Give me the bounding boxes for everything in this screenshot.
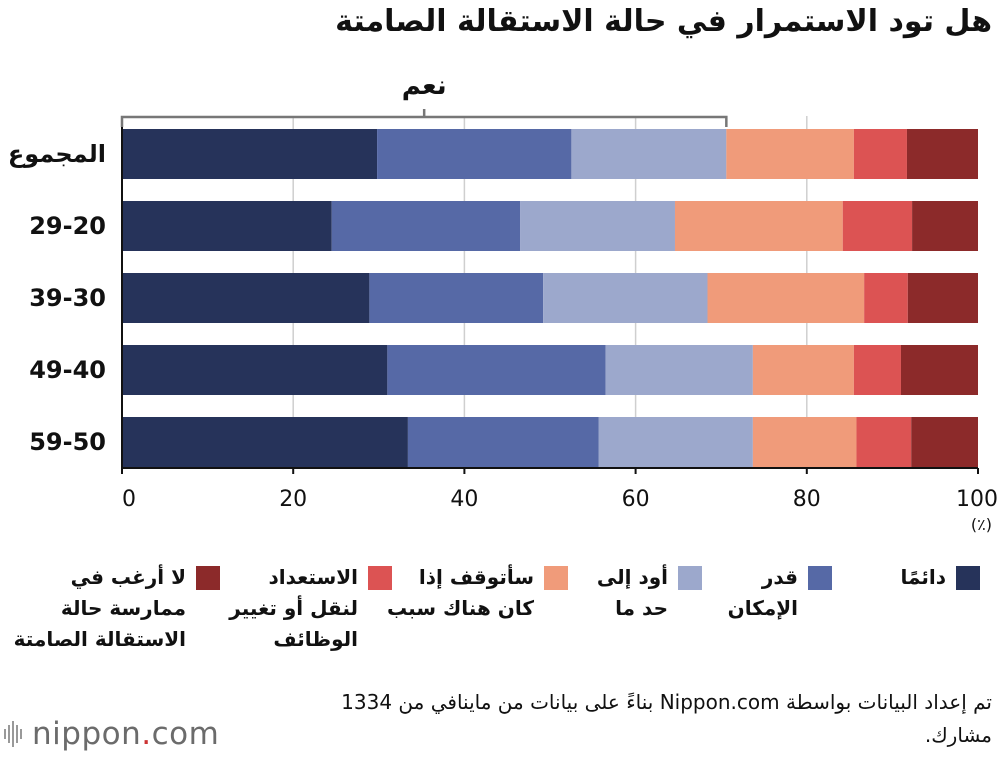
chart-title: هل تود الاستمرار في حالة الاستقالة الصام… (335, 4, 992, 39)
legend-swatch (808, 566, 832, 590)
legend-swatch (956, 566, 980, 590)
legend-label: الاستعداد لنقل أو تغيير الوظائف (229, 565, 358, 651)
logo-text: nippon.com (32, 716, 220, 752)
bar-segment (598, 417, 753, 467)
unit-label: (٪) (971, 515, 992, 534)
bar-segment (906, 129, 978, 179)
nippon-logo: nippon.com (4, 716, 219, 752)
bar-segment (407, 417, 599, 467)
x-tick-label: 100 (956, 487, 998, 512)
legend-label: قدر الإمكان (727, 565, 798, 620)
source-note: تم إعداد البيانات بواسطة Nippon.com بناء… (341, 690, 992, 747)
bar-segment (864, 273, 908, 323)
category-label: 39-30 (29, 284, 106, 312)
bar-segment (856, 417, 912, 467)
bar-segment (387, 345, 606, 395)
legend-item: لا أرغب في ممارسة حالة الاستقالة الصامتة (14, 562, 220, 655)
x-tick-label: 40 (450, 487, 478, 512)
legend-label: لا أرغب في ممارسة حالة الاستقالة الصامتة (13, 565, 186, 651)
bar-segment (853, 129, 907, 179)
bar-segment (726, 129, 854, 179)
bar-segment (842, 201, 913, 251)
bar-segment (122, 417, 408, 467)
bar-segment (707, 273, 865, 323)
bar-segment (543, 273, 708, 323)
legend-swatch (678, 566, 702, 590)
yes-bracket-label: نعم (402, 71, 447, 101)
bar-segment (911, 417, 978, 467)
x-tick-label: 0 (122, 487, 136, 512)
bar-segment (571, 129, 727, 179)
legend-label: دائمًا (900, 565, 946, 589)
x-tick-label: 60 (622, 487, 650, 512)
x-tick-label: 80 (793, 487, 821, 512)
bar-segment (122, 129, 378, 179)
bar-segment (605, 345, 753, 395)
legend-swatch (544, 566, 568, 590)
bar-segment (674, 201, 843, 251)
bar-segment (752, 417, 857, 467)
category-label: المجموع (8, 140, 106, 168)
category-label: 29-20 (29, 212, 106, 240)
legend-swatch (368, 566, 392, 590)
legend-item: الاستعداد لنقل أو تغيير الوظائف (229, 562, 392, 655)
bar-segment (752, 345, 854, 395)
bar-segment (853, 345, 901, 395)
bar-segment (122, 201, 332, 251)
legend-item: قدر الإمكان (728, 562, 832, 624)
legend-label: سأتوقف إذا كان هناك سبب (386, 565, 534, 620)
bar-segment (331, 201, 521, 251)
bar-segment (907, 273, 978, 323)
bar-segment (900, 345, 978, 395)
legend-swatch (196, 566, 220, 590)
bar-segment (912, 201, 978, 251)
legend-item: سأتوقف إذا كان هناك سبب (387, 562, 568, 624)
category-label: 49-40 (29, 356, 106, 384)
category-label: 59-50 (29, 428, 106, 456)
bar-segment (369, 273, 544, 323)
bar-segment (122, 273, 370, 323)
logo-mark-icon (4, 721, 24, 747)
legend-label: أود إلى حد ما (596, 565, 668, 620)
legend-item: أود إلى حد ما (597, 562, 702, 624)
stacked-bar-chart: المجموع 29-20 39-30 49-40 59-50 0 20 40 60 80 100 (… (8, 71, 998, 534)
x-tick-label: 20 (279, 487, 307, 512)
bar-segment (377, 129, 572, 179)
bar-segment (520, 201, 675, 251)
bar-segment (122, 345, 388, 395)
legend-item: دائمًا (900, 562, 980, 593)
